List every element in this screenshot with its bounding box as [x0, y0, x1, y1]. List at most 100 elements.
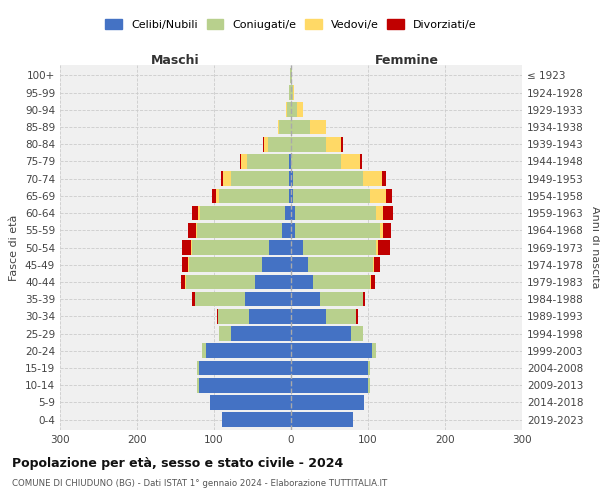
- Text: Femmine: Femmine: [374, 54, 439, 66]
- Bar: [371, 274, 375, 289]
- Bar: [293, 85, 294, 100]
- Bar: [218, 326, 220, 341]
- Bar: [289, 85, 291, 100]
- Bar: [202, 344, 206, 358]
- Bar: [248, 309, 291, 324]
- Bar: [291, 172, 293, 186]
- Legend: Celibi/Nubili, Coniugati/e, Vedovi/e, Divorziati/e: Celibi/Nubili, Coniugati/e, Vedovi/e, Di…: [106, 20, 476, 30]
- Bar: [291, 120, 310, 134]
- Bar: [291, 206, 295, 220]
- Bar: [289, 154, 291, 168]
- Bar: [291, 68, 292, 82]
- Bar: [374, 258, 380, 272]
- Bar: [380, 223, 383, 238]
- Bar: [291, 326, 351, 341]
- Bar: [370, 188, 386, 203]
- Text: COMUNE DI CHIUDUNO (BG) - Dati ISTAT 1° gennaio 2024 - Elaborazione TUTTITALIA.I: COMUNE DI CHIUDUNO (BG) - Dati ISTAT 1° …: [12, 479, 387, 488]
- Bar: [193, 240, 269, 255]
- Bar: [218, 309, 248, 324]
- Bar: [291, 154, 341, 168]
- Bar: [231, 326, 291, 341]
- Bar: [313, 274, 370, 289]
- Bar: [295, 223, 380, 238]
- Bar: [362, 326, 364, 341]
- Bar: [291, 258, 308, 272]
- Bar: [191, 206, 198, 220]
- Bar: [264, 137, 268, 152]
- Bar: [182, 258, 188, 272]
- Bar: [215, 188, 220, 203]
- Bar: [291, 85, 293, 100]
- Bar: [308, 258, 373, 272]
- Bar: [291, 137, 326, 152]
- Bar: [378, 240, 389, 255]
- Bar: [291, 274, 313, 289]
- Bar: [383, 223, 391, 238]
- Bar: [196, 223, 197, 238]
- Bar: [182, 240, 191, 255]
- Bar: [286, 102, 287, 117]
- Bar: [197, 223, 282, 238]
- Bar: [293, 188, 370, 203]
- Bar: [370, 274, 371, 289]
- Bar: [383, 206, 392, 220]
- Bar: [320, 292, 362, 306]
- Bar: [360, 154, 362, 168]
- Bar: [289, 172, 291, 186]
- Bar: [368, 360, 370, 376]
- Bar: [197, 360, 199, 376]
- Bar: [291, 102, 297, 117]
- Bar: [287, 102, 291, 117]
- Bar: [310, 120, 326, 134]
- Bar: [241, 154, 247, 168]
- Y-axis label: Anni di nascita: Anni di nascita: [590, 206, 600, 289]
- Bar: [326, 309, 356, 324]
- Bar: [262, 258, 291, 272]
- Bar: [240, 154, 241, 168]
- Bar: [382, 172, 386, 186]
- Bar: [341, 154, 360, 168]
- Bar: [193, 292, 195, 306]
- Bar: [188, 223, 196, 238]
- Bar: [217, 309, 218, 324]
- Bar: [282, 223, 291, 238]
- Bar: [223, 172, 231, 186]
- Bar: [351, 326, 362, 341]
- Bar: [188, 258, 262, 272]
- Bar: [291, 223, 295, 238]
- Bar: [291, 412, 353, 427]
- Bar: [386, 188, 392, 203]
- Bar: [200, 206, 285, 220]
- Bar: [362, 172, 382, 186]
- Bar: [191, 240, 193, 255]
- Bar: [302, 240, 376, 255]
- Bar: [197, 378, 199, 392]
- Bar: [362, 292, 365, 306]
- Bar: [210, 395, 291, 410]
- Bar: [341, 137, 343, 152]
- Bar: [280, 120, 291, 134]
- Bar: [195, 292, 245, 306]
- Bar: [291, 240, 302, 255]
- Bar: [291, 344, 372, 358]
- Bar: [285, 206, 291, 220]
- Bar: [290, 68, 291, 82]
- Bar: [376, 206, 383, 220]
- Bar: [291, 309, 326, 324]
- Bar: [376, 240, 378, 255]
- Bar: [293, 172, 362, 186]
- Y-axis label: Fasce di età: Fasce di età: [10, 214, 19, 280]
- Bar: [278, 120, 280, 134]
- Bar: [212, 188, 215, 203]
- Bar: [199, 360, 291, 376]
- Bar: [255, 274, 291, 289]
- Bar: [291, 395, 364, 410]
- Bar: [198, 206, 200, 220]
- Bar: [356, 309, 358, 324]
- Bar: [295, 206, 376, 220]
- Bar: [263, 137, 264, 152]
- Bar: [269, 240, 291, 255]
- Bar: [206, 344, 291, 358]
- Bar: [185, 274, 255, 289]
- Bar: [231, 172, 289, 186]
